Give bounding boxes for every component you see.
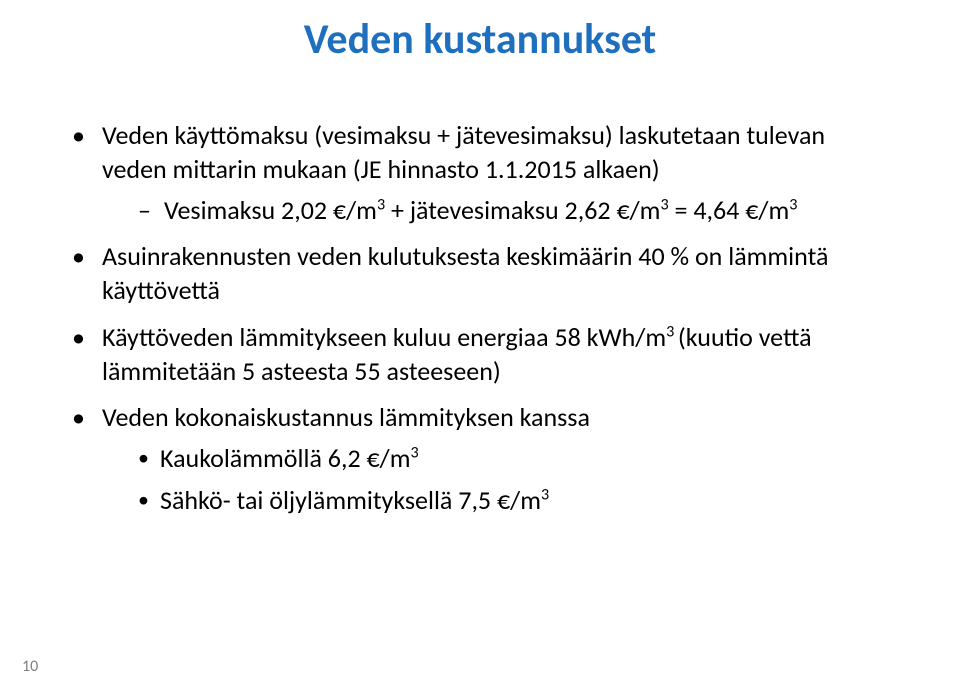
- bullet-1-line2: veden mittarin mukaan (JE hinnasto 1.1.2…: [102, 153, 660, 185]
- bullet-2-line2: käyttövettä: [102, 274, 220, 306]
- bullet-1: Veden käyttömaksu (vesimaksu + jätevesim…: [72, 118, 900, 227]
- sup-3: 3: [411, 443, 419, 462]
- sup-3-sp: 3: [666, 322, 678, 341]
- bullet-1-line1: Veden käyttömaksu (vesimaksu + jätevesim…: [102, 119, 825, 151]
- bullet-4: Veden kokonaiskustannus lämmityksen kans…: [72, 400, 900, 517]
- bullet-4-text: Veden kokonaiskustannus lämmityksen kans…: [102, 401, 590, 433]
- bullet-2-line1: Asuinrakennusten veden kulutuksesta kesk…: [102, 240, 828, 272]
- sup-3: 3: [789, 195, 797, 214]
- sup-3: 3: [377, 195, 385, 214]
- b4s1-text: Kaukolämmöllä 6,2 €/m: [160, 442, 411, 474]
- page-number: 10: [22, 657, 38, 676]
- bullet-3-line2: lämmitetään 5 asteesta 55 asteeseen): [102, 355, 501, 387]
- bullet-2: Asuinrakennusten veden kulutuksesta kesk…: [72, 239, 900, 308]
- bullet-4-sub-1: Kaukolämmöllä 6,2 €/m3: [138, 441, 900, 475]
- b1s1-part-b: + jätevesimaksu 2,62 €/m: [385, 194, 660, 226]
- sup-3: 3: [541, 485, 549, 504]
- bullet-3: Käyttöveden lämmitykseen kuluu energiaa …: [72, 320, 900, 389]
- sup-3: 3: [660, 195, 668, 214]
- slide-title: Veden kustannukset: [0, 14, 960, 65]
- slide: Veden kustannukset Veden käyttömaksu (ve…: [0, 0, 960, 692]
- bullet-1-sub-1: Vesimaksu 2,02 €/m3 + jätevesimaksu 2,62…: [138, 193, 900, 227]
- bullet-4-sublist: Kaukolämmöllä 6,2 €/m3 Sähkö- tai öljylä…: [102, 441, 900, 518]
- slide-content: Veden käyttömaksu (vesimaksu + jätevesim…: [72, 118, 900, 529]
- bullet-1-sublist: Vesimaksu 2,02 €/m3 + jätevesimaksu 2,62…: [102, 193, 900, 227]
- bullet-3-part-a: Käyttöveden lämmitykseen kuluu energiaa …: [102, 321, 666, 353]
- bullet-list: Veden käyttömaksu (vesimaksu + jätevesim…: [72, 118, 900, 517]
- b4s2-text: Sähkö- tai öljylämmityksellä 7,5 €/m: [160, 484, 541, 516]
- b1s1-part-a: Vesimaksu 2,02 €/m: [164, 194, 377, 226]
- bullet-4-sub-2: Sähkö- tai öljylämmityksellä 7,5 €/m3: [138, 483, 900, 517]
- b1s1-part-c: = 4,64 €/m: [669, 194, 790, 226]
- bullet-3-part-b: (kuutio vettä: [678, 321, 812, 353]
